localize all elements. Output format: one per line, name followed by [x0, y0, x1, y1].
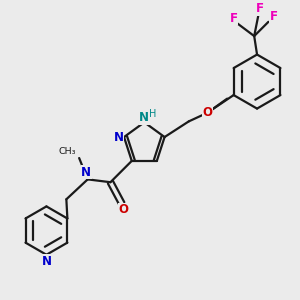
Text: CH₃: CH₃ — [58, 147, 76, 156]
Text: F: F — [230, 12, 238, 25]
Text: O: O — [118, 203, 128, 216]
Text: N: N — [139, 111, 149, 124]
Text: F: F — [256, 2, 264, 15]
Text: F: F — [269, 10, 278, 22]
Text: N: N — [81, 166, 91, 179]
Text: H: H — [148, 109, 156, 119]
Text: N: N — [41, 254, 51, 268]
Text: N: N — [114, 130, 124, 143]
Text: O: O — [202, 106, 212, 119]
